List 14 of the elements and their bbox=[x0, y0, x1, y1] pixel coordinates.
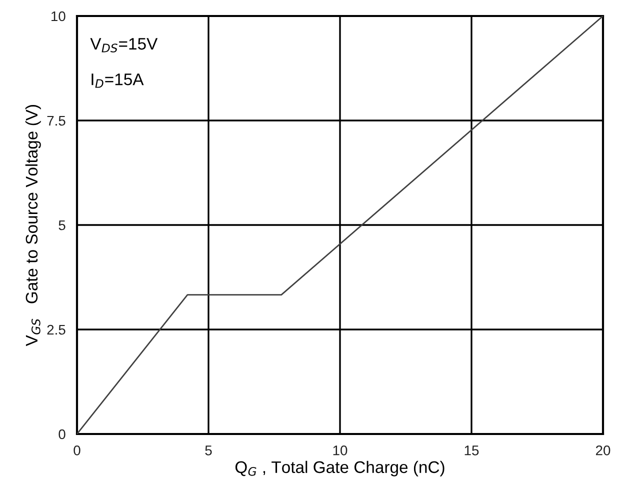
x-tick-label: 15 bbox=[464, 446, 479, 456]
x-tick-label: 20 bbox=[596, 445, 610, 456]
x-tick-label: 5 bbox=[205, 446, 212, 456]
x-tick-label: 10 bbox=[333, 445, 348, 456]
y-tick-label: 7.5 bbox=[47, 116, 66, 126]
y-tick-label: 10 bbox=[52, 11, 66, 22]
x-tick-label: 0 bbox=[74, 445, 80, 456]
text: V$_{GS}$ Gate to Source Voltage (V) bbox=[25, 105, 41, 346]
annotation: I$_{D}$=15A bbox=[92, 74, 144, 88]
y-tick-label: 2.5 bbox=[47, 324, 66, 335]
annotation: V$_{DS}$=15V bbox=[90, 38, 158, 52]
x-axis-title: Q$_{G}$ , Total Gate Charge (nC) bbox=[235, 460, 444, 476]
y-tick-label: 5 bbox=[58, 220, 66, 230]
y-tick-label: 0 bbox=[58, 429, 66, 440]
